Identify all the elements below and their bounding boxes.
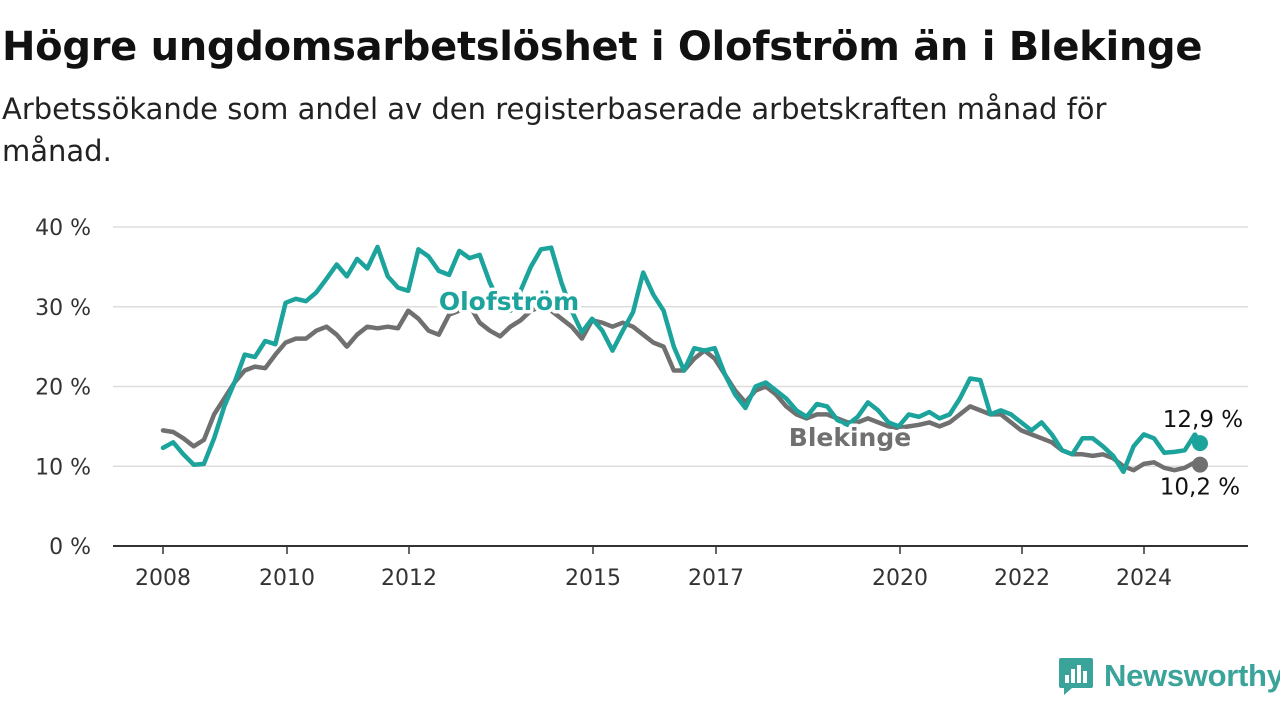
y-tick-label: 0 % (49, 535, 91, 560)
bar-chart-speech-bubble-icon (1059, 658, 1093, 695)
x-tick-label: 2010 (259, 566, 315, 591)
newsworthy-logo: Newsworthy (1058, 654, 1280, 698)
y-tick-label: 40 % (35, 216, 91, 241)
x-tick-label: 2012 (381, 566, 437, 591)
series-line-olofstrom (160, 244, 1203, 475)
y-tick-label: 10 % (35, 455, 91, 480)
y-tick-label: 20 % (35, 376, 91, 401)
series-line-blekinge (160, 302, 1203, 473)
end-value-blekinge: 10,2 % (1160, 475, 1240, 501)
end-value-olofstrom: 12,9 % (1163, 407, 1243, 433)
chart-subtitle: Arbetssökande som andel av den registerb… (2, 92, 1107, 169)
x-tick-label: 2017 (688, 566, 744, 591)
x-tick-label: 2024 (1116, 566, 1172, 591)
series-end-dot-olofstrom (1191, 435, 1208, 452)
series-label-olofstrom: Olofström (439, 287, 579, 316)
x-tick-label: 2022 (994, 566, 1050, 591)
x-tick-label: 2008 (135, 566, 191, 591)
x-tick-label: 2020 (872, 566, 928, 591)
series-label-blekinge: Blekinge (789, 423, 911, 452)
chart-title: Högre ungdomsarbetslöshet i Olofström än… (2, 24, 1203, 70)
y-tick-label: 30 % (35, 296, 91, 321)
logo-text: Newsworthy (1104, 658, 1280, 693)
series-end-dot-blekinge (1191, 456, 1208, 473)
x-tick-label: 2015 (565, 566, 621, 591)
